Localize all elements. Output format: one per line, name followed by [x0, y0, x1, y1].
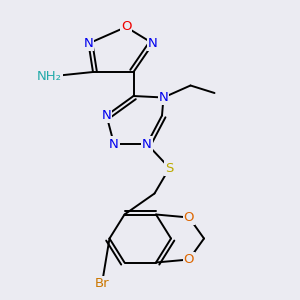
Text: S: S	[165, 161, 174, 175]
Text: N: N	[148, 37, 158, 50]
Text: N: N	[84, 37, 93, 50]
Text: NH₂: NH₂	[37, 70, 62, 83]
Text: N: N	[109, 137, 119, 151]
Text: Br: Br	[95, 277, 109, 290]
Text: N: N	[159, 91, 168, 104]
Text: O: O	[184, 253, 194, 266]
Text: N: N	[102, 109, 111, 122]
Text: N: N	[142, 137, 152, 151]
Text: O: O	[121, 20, 131, 34]
Text: O: O	[184, 211, 194, 224]
